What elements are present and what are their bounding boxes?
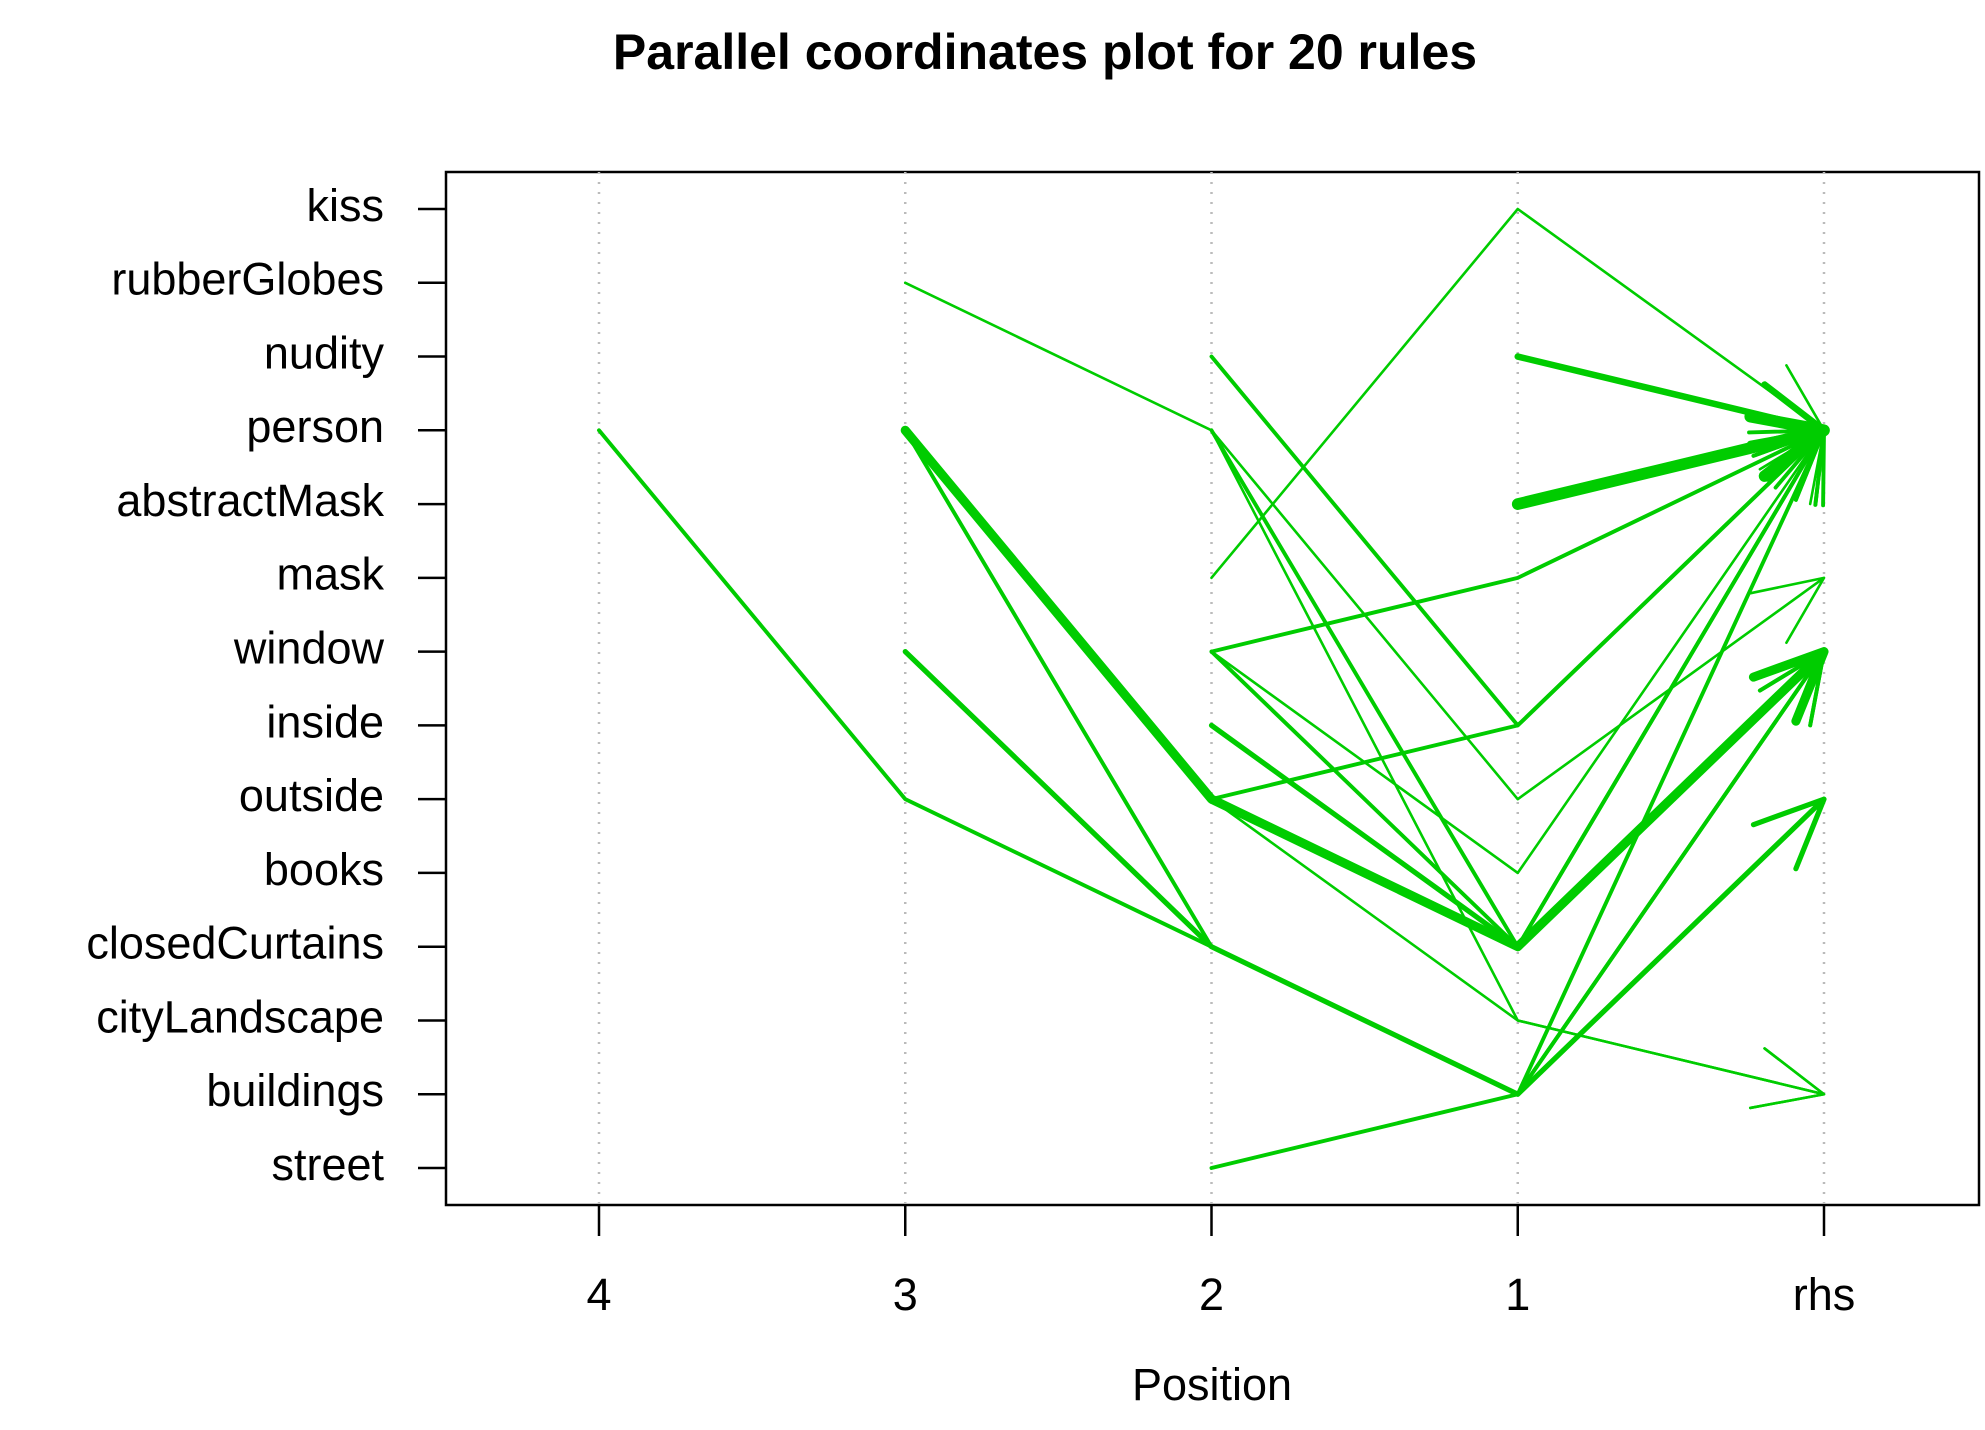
x-tick-label: 1 (1505, 1269, 1530, 1320)
chart-title: Parallel coordinates plot for 20 rules (613, 24, 1477, 80)
rule-line (1515, 797, 1826, 1097)
rule-line (1209, 649, 1826, 949)
y-tick-label: outside (239, 770, 384, 821)
y-tick-label: mask (276, 549, 384, 600)
y-tick-label: person (246, 401, 384, 452)
y-tick-label: closedCurtains (86, 918, 384, 969)
y-tick-label: books (264, 844, 384, 895)
y-tick-label: buildings (206, 1065, 384, 1116)
y-tick-label: street (271, 1139, 384, 1190)
rule-line (1210, 797, 1826, 1110)
x-tick-label: 4 (586, 1269, 611, 1320)
x-tick-label: rhs (1793, 1269, 1856, 1320)
y-tick-label: abstractMask (116, 475, 384, 526)
y-tick-label: cityLandscape (96, 991, 384, 1042)
y-tick-label: inside (266, 696, 384, 747)
x-axis-title: Position (1132, 1359, 1292, 1410)
y-tick-label: rubberGlobes (111, 254, 384, 305)
x-tick-label: 3 (893, 1269, 918, 1320)
plot-frame (444, 170, 1981, 1207)
y-tick-label: kiss (307, 180, 385, 231)
y-tick-label: window (233, 623, 385, 674)
y-tick-label: nudity (264, 327, 385, 378)
rule-line (1210, 429, 1826, 875)
x-tick-label: 2 (1199, 1269, 1224, 1320)
rule-line (1210, 429, 1826, 1110)
